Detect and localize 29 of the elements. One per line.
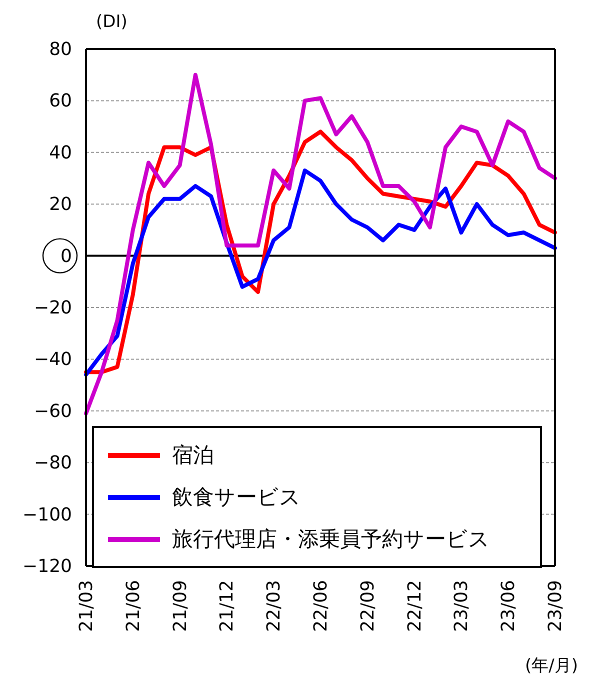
y-tick-label: 0	[60, 246, 72, 267]
y-tick-label: 20	[49, 194, 72, 216]
x-tick-label: 22/09	[357, 580, 378, 632]
x-tick-label: 23/06	[498, 580, 520, 632]
legend-label: 飲食サービス	[172, 484, 301, 511]
y-tick-label: −60	[34, 400, 72, 422]
x-axis-title: (年/月)	[525, 655, 578, 677]
x-tick-label: 23/03	[451, 580, 472, 632]
line-series	[84, 168, 557, 377]
y-axis-title: (DI)	[96, 12, 128, 32]
y-tick-label: 80	[49, 39, 72, 60]
x-tick-label: 21/06	[122, 580, 144, 632]
x-tick-label: 21/03	[76, 580, 97, 632]
y-tick-label: 60	[49, 90, 72, 112]
x-tick-label: 22/03	[264, 580, 285, 632]
x-tick-label: 22/06	[310, 580, 332, 632]
y-tick-label: −20	[34, 298, 72, 318]
y-tick-label: −40	[34, 349, 72, 370]
x-tick-label: 22/12	[404, 580, 426, 632]
x-tick-label: 23/09	[545, 580, 566, 632]
y-tick-label: −120	[22, 556, 72, 577]
y-tick-label: −80	[34, 452, 72, 474]
y-tick-label: 40	[49, 142, 72, 164]
x-tick-label: 21/09	[170, 580, 191, 632]
line-series	[84, 72, 557, 416]
legend-label: 宿泊	[172, 442, 214, 469]
y-tick-label: −100	[22, 504, 72, 526]
legend-label: 旅行代理店・添乗員予約サービス	[172, 526, 490, 553]
x-tick-label: 21/12	[216, 580, 238, 632]
